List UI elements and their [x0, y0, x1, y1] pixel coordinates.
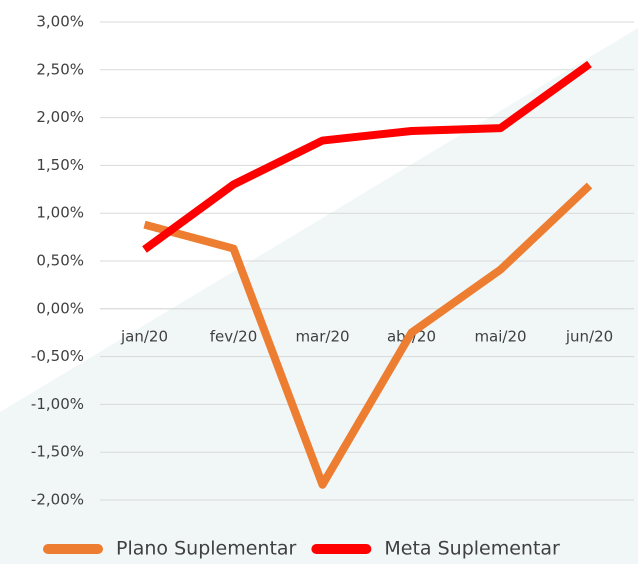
y-tick-label: -1,00%	[31, 395, 84, 413]
y-tick-label: -2,00%	[31, 491, 84, 509]
y-tick-label: 2,00%	[36, 108, 84, 126]
y-tick-label: 1,50%	[36, 156, 84, 174]
x-tick-label: jun/20	[565, 327, 613, 345]
series-line	[143, 182, 593, 489]
y-tick-label: 1,00%	[36, 204, 84, 222]
legend-label: Plano Suplementar	[116, 538, 297, 560]
y-tick-label: -0,50%	[31, 347, 84, 365]
legend-label: Meta Suplementar	[384, 538, 560, 560]
x-tick-label: mai/20	[474, 327, 526, 345]
series-line	[142, 60, 592, 253]
y-tick-label: -1,50%	[31, 443, 84, 461]
x-tick-label: fev/20	[210, 327, 258, 345]
y-tick-label: 2,50%	[36, 60, 84, 78]
y-tick-label: 3,00%	[36, 13, 84, 31]
x-tick-label: mar/20	[295, 327, 349, 345]
y-tick-label: 0,00%	[36, 299, 84, 317]
y-tick-label: 0,50%	[36, 252, 84, 270]
x-tick-label: jan/20	[120, 327, 168, 345]
background-shape	[0, 28, 638, 564]
